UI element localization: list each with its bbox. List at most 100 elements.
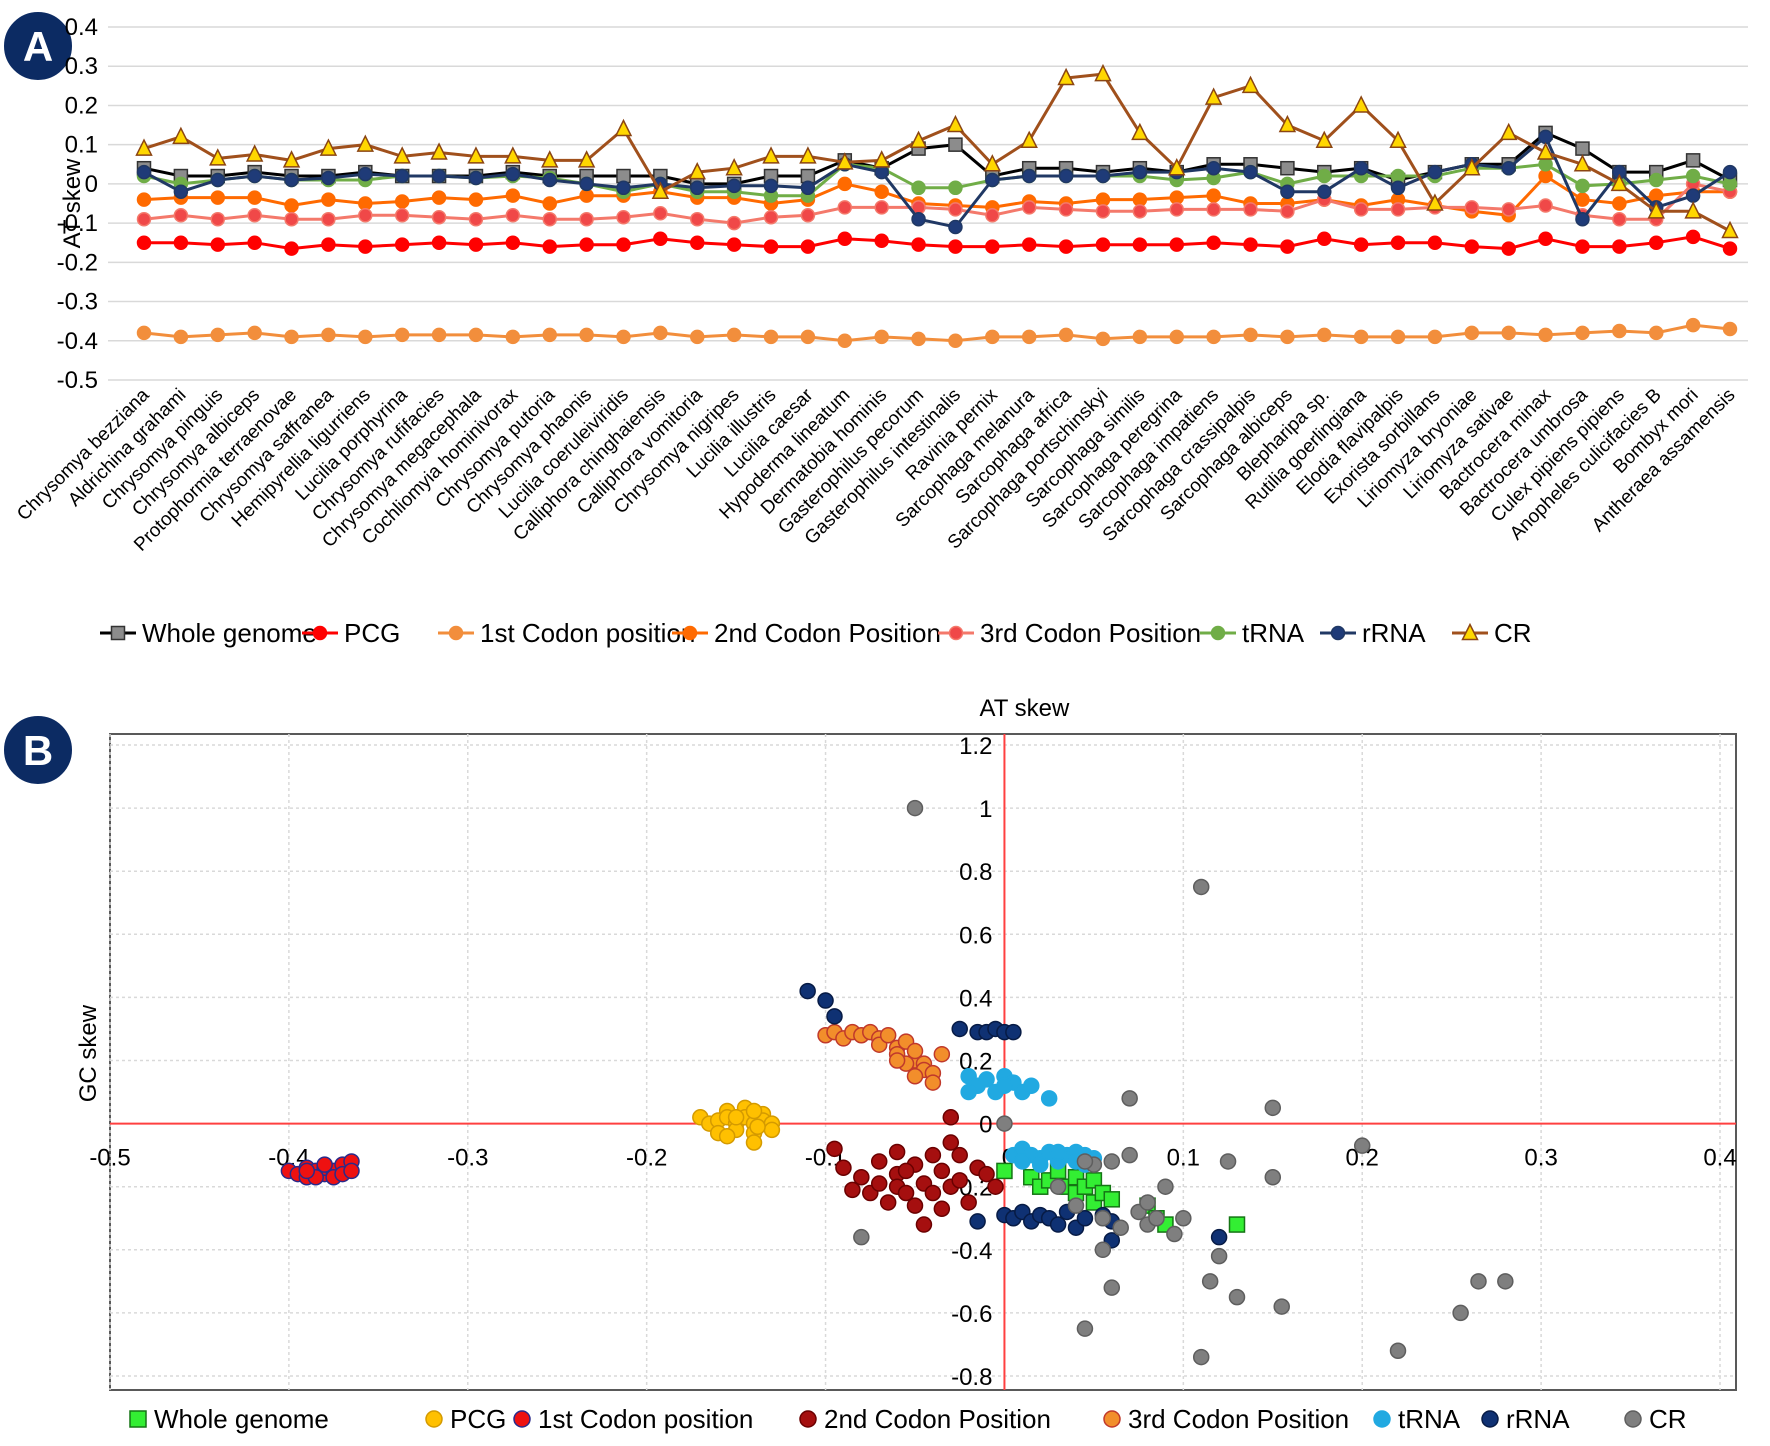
- a-point: [1538, 129, 1553, 145]
- a-point: [948, 180, 963, 196]
- a-point: [321, 327, 336, 343]
- b-point: [799, 982, 816, 1000]
- a-point: [874, 329, 889, 345]
- b-legend-item-2nd-codon-position: 2nd Codon Position: [799, 1404, 1051, 1434]
- b-point: [727, 1109, 745, 1126]
- a-point: [1612, 211, 1627, 227]
- a-point: [1499, 122, 1518, 141]
- a-point: [172, 126, 190, 145]
- a-point: [504, 146, 522, 164]
- a-legend-marker: [1210, 625, 1226, 641]
- b-point: [960, 1083, 977, 1101]
- a-point: [431, 327, 447, 343]
- b-plot-frame: [109, 733, 1737, 1391]
- a-point: [1353, 237, 1369, 252]
- a-point: [284, 329, 299, 345]
- a-point: [1722, 164, 1738, 180]
- panel-b-badge-circle: [0, 712, 76, 788]
- a-point: [1389, 130, 1407, 148]
- a-point: [541, 150, 559, 168]
- a-point: [1538, 198, 1553, 213]
- a-point: [1352, 95, 1370, 113]
- a-point: [209, 148, 227, 166]
- b-point: [924, 1074, 942, 1091]
- a-point: [1243, 237, 1258, 252]
- a-point: [1722, 321, 1738, 337]
- a-point: [468, 327, 484, 343]
- a-point: [1206, 160, 1221, 176]
- a-point: [210, 211, 226, 227]
- a-point: [1648, 325, 1664, 341]
- b-point: [1470, 1273, 1487, 1290]
- a-legend-label: CR: [1494, 618, 1532, 648]
- a-point: [1464, 200, 1480, 215]
- a-point: [1575, 239, 1590, 254]
- b-point: [1049, 1216, 1067, 1233]
- b-point: [870, 1175, 888, 1192]
- a-point: [837, 200, 853, 215]
- a-point: [1095, 237, 1111, 252]
- a-point: [725, 158, 743, 176]
- a-legend-item-rrna: rRNA: [1320, 618, 1426, 648]
- a-point: [1278, 114, 1297, 133]
- panel-a-badge-text: A: [23, 23, 53, 70]
- a-point: [136, 192, 152, 207]
- b-point: [933, 1200, 951, 1218]
- b-point: [951, 1172, 968, 1189]
- a-point: [690, 329, 705, 345]
- b-point: [1210, 1228, 1228, 1246]
- b-point: [1005, 1023, 1022, 1041]
- b-point: [853, 1228, 870, 1246]
- a-series-line: [143, 162, 1731, 198]
- a-legend-label: 2nd Codon Position: [714, 618, 941, 648]
- b-point: [987, 1178, 1004, 1195]
- b-legend-item-3rd-codon-position: 3rd Codon Position: [1103, 1404, 1349, 1434]
- a-point: [1684, 201, 1702, 219]
- b-point: [915, 1216, 933, 1233]
- a-point: [1317, 231, 1332, 247]
- a-point: [1058, 327, 1074, 343]
- a-legend-label: tRNA: [1242, 618, 1305, 648]
- b-legend-marker: [425, 1410, 443, 1428]
- a-point: [763, 178, 779, 194]
- a-point: [1685, 317, 1701, 333]
- a-point: [136, 164, 152, 180]
- b-point: [978, 1165, 995, 1183]
- a-point: [653, 325, 668, 341]
- b-point: [745, 1134, 763, 1151]
- b-point: [1353, 1137, 1371, 1154]
- b-point: [951, 1146, 968, 1164]
- a-point: [1536, 142, 1555, 160]
- a-point: [1280, 239, 1295, 254]
- a-legend-marker: [682, 625, 698, 641]
- b-x-tick-label: 0.4: [1703, 1145, 1736, 1172]
- b-point: [879, 1027, 897, 1044]
- a-point: [1610, 173, 1629, 192]
- b-y-tick-label: 0.6: [959, 922, 992, 949]
- a-point: [1575, 325, 1590, 341]
- panel-b-badge: B: [0, 712, 76, 788]
- a-point: [874, 184, 889, 199]
- b-legend-item-rrna: rRNA: [1481, 1404, 1570, 1434]
- a-point: [431, 190, 447, 205]
- a-point: [1501, 160, 1516, 176]
- a-point: [394, 168, 410, 184]
- a-point: [948, 137, 963, 152]
- a-point: [1020, 130, 1038, 148]
- b-point: [817, 992, 834, 1009]
- a-legend-item-1st-codon-position: 1st Codon position: [438, 618, 695, 648]
- a-point: [1390, 329, 1406, 345]
- a-point: [763, 239, 779, 254]
- b-point: [1497, 1273, 1514, 1290]
- a-point: [245, 144, 264, 162]
- a-point: [1058, 202, 1074, 217]
- panel-b-badge-text: B: [23, 727, 53, 774]
- b-legend-item-cr: CR: [1624, 1404, 1687, 1434]
- a-point: [1057, 67, 1075, 86]
- a-point: [762, 146, 780, 164]
- b-point: [906, 1068, 924, 1085]
- a-point: [1241, 75, 1260, 94]
- a-point: [1243, 202, 1258, 217]
- a-point: [284, 198, 299, 213]
